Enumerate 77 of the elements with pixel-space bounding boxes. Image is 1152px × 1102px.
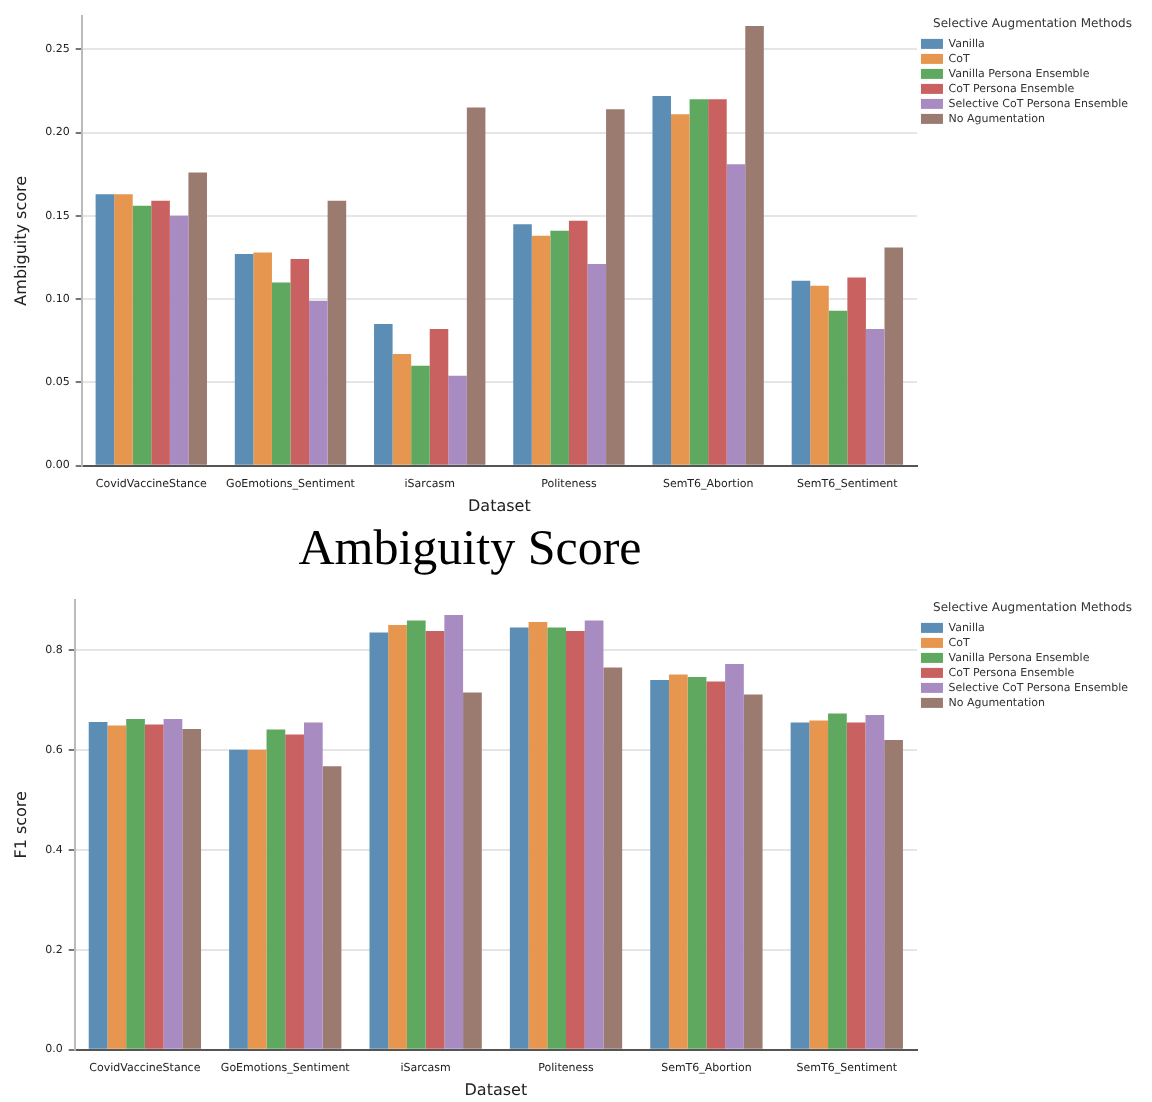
bar bbox=[144, 724, 164, 1049]
bar bbox=[126, 718, 145, 1049]
bar bbox=[790, 722, 810, 1049]
bar bbox=[169, 215, 189, 465]
bar bbox=[406, 620, 426, 1049]
bar bbox=[107, 725, 127, 1049]
bar bbox=[151, 200, 170, 465]
bar bbox=[448, 375, 467, 465]
bar bbox=[290, 259, 310, 465]
bar bbox=[650, 679, 669, 1049]
bar bbox=[374, 324, 393, 465]
bar bbox=[466, 107, 486, 465]
bar bbox=[444, 614, 464, 1049]
x-axis-title: Dataset bbox=[464, 1080, 528, 1099]
x-axis-title: Dataset bbox=[468, 496, 531, 515]
bar bbox=[509, 627, 529, 1049]
bar bbox=[652, 95, 672, 465]
bar bbox=[743, 694, 763, 1049]
bar bbox=[253, 252, 272, 465]
bar bbox=[188, 172, 207, 465]
bar bbox=[847, 277, 866, 465]
bar bbox=[182, 728, 202, 1049]
bar bbox=[828, 310, 848, 465]
bar bbox=[668, 674, 688, 1049]
bar bbox=[584, 620, 604, 1049]
bar bbox=[726, 164, 746, 465]
bar bbox=[531, 235, 551, 465]
bar bbox=[229, 749, 248, 1049]
bar bbox=[163, 718, 183, 1049]
bar bbox=[706, 681, 726, 1049]
y-axis-title: F1 score bbox=[11, 790, 30, 859]
bar bbox=[369, 632, 389, 1049]
bar bbox=[114, 194, 133, 465]
bar bbox=[566, 630, 585, 1049]
y-axis-title: Ambiguity score bbox=[11, 175, 30, 306]
bar bbox=[132, 205, 152, 465]
bar bbox=[392, 354, 412, 465]
bar bbox=[791, 280, 811, 465]
bar bbox=[828, 713, 847, 1049]
bar bbox=[247, 749, 267, 1049]
bar bbox=[411, 365, 430, 465]
bar bbox=[606, 109, 625, 465]
bar bbox=[429, 329, 449, 465]
bar bbox=[528, 621, 548, 1049]
bar bbox=[550, 230, 569, 465]
bar bbox=[708, 99, 727, 465]
bar bbox=[725, 663, 744, 1049]
bar bbox=[547, 627, 567, 1049]
bar bbox=[285, 734, 304, 1049]
bar bbox=[88, 721, 108, 1049]
bar bbox=[234, 254, 254, 465]
bar bbox=[327, 200, 347, 465]
bar bbox=[809, 720, 829, 1049]
bar bbox=[266, 729, 286, 1049]
bar bbox=[568, 220, 588, 465]
bar bbox=[865, 329, 885, 465]
bar bbox=[463, 692, 482, 1049]
bar bbox=[689, 99, 709, 465]
bar bbox=[425, 630, 445, 1049]
bar bbox=[388, 624, 407, 1049]
bar bbox=[95, 194, 115, 465]
bar bbox=[513, 224, 532, 465]
bar bbox=[865, 714, 885, 1049]
bar bbox=[587, 264, 607, 465]
bar bbox=[603, 667, 623, 1049]
bar bbox=[671, 114, 690, 465]
bar bbox=[271, 282, 291, 465]
bar bbox=[846, 722, 866, 1049]
bar bbox=[810, 285, 829, 465]
bar bbox=[745, 25, 764, 465]
bar bbox=[309, 300, 328, 465]
bar bbox=[322, 766, 342, 1049]
bar bbox=[884, 739, 903, 1049]
bar bbox=[884, 247, 904, 465]
bar bbox=[303, 722, 323, 1049]
chart-title: Ambiguity Score bbox=[296, 520, 644, 580]
bar bbox=[687, 676, 707, 1049]
